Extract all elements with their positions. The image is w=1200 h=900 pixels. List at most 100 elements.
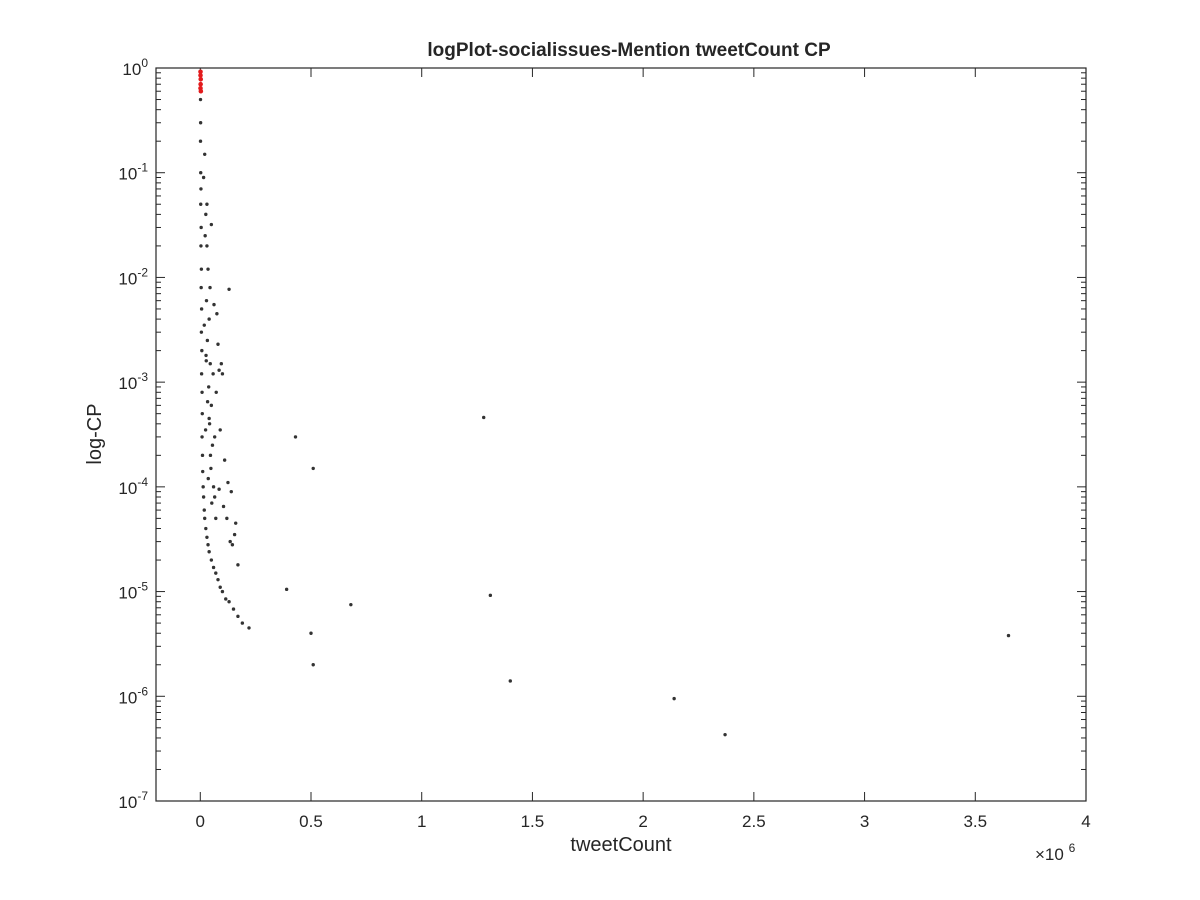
data-point xyxy=(247,626,251,630)
data-point xyxy=(199,330,204,334)
data-point xyxy=(218,585,222,589)
x-tick-label: 0.5 xyxy=(299,812,323,831)
data-point xyxy=(227,600,231,604)
data-point xyxy=(224,597,228,601)
data-point xyxy=(208,285,212,290)
data-point xyxy=(204,212,208,217)
data-point xyxy=(211,372,215,376)
y-tick-label: 10-3 xyxy=(118,370,148,393)
data-point xyxy=(211,565,216,570)
x-tick-label: 2 xyxy=(638,812,647,831)
y-tick-label: 10-6 xyxy=(118,684,148,707)
data-point xyxy=(723,732,727,737)
data-point xyxy=(198,97,203,102)
y-tick-label: 10-2 xyxy=(118,265,148,288)
data-point xyxy=(206,543,210,547)
data-point xyxy=(200,435,204,439)
data-point xyxy=(208,453,213,458)
data-point xyxy=(209,558,214,562)
highlight-data-point xyxy=(198,77,204,82)
x-tick-label: 4 xyxy=(1081,812,1090,831)
data-point xyxy=(212,435,217,439)
data-point xyxy=(203,516,207,521)
data-point xyxy=(207,422,212,426)
y-tick-label: 10-4 xyxy=(118,475,148,498)
data-point xyxy=(218,428,222,432)
data-point xyxy=(214,516,218,521)
data-point xyxy=(216,342,220,346)
data-point xyxy=(240,621,245,625)
data-point xyxy=(199,372,204,376)
data-point xyxy=(284,587,289,592)
data-point xyxy=(209,403,214,408)
data-point xyxy=(1006,633,1011,638)
data-point xyxy=(199,171,203,175)
data-point xyxy=(227,287,231,292)
data-point xyxy=(229,489,233,494)
data-point xyxy=(207,416,211,421)
data-point xyxy=(210,501,214,505)
data-point xyxy=(231,607,236,611)
data-point xyxy=(202,508,206,512)
data-point xyxy=(214,390,218,394)
data-point xyxy=(200,453,205,458)
data-point xyxy=(204,353,208,358)
data-point xyxy=(203,234,207,238)
data-point xyxy=(311,663,315,667)
data-point xyxy=(217,368,221,372)
x-axis-ticks: 0 0.5 1 1.5 2 2.5 3 3.5 4 xyxy=(196,68,1091,831)
data-point xyxy=(293,435,298,439)
data-point xyxy=(203,152,207,156)
data-point xyxy=(225,516,229,521)
data-point xyxy=(220,372,225,376)
data-point xyxy=(220,589,225,594)
data-point xyxy=(205,202,209,206)
x-tick-label: 1.5 xyxy=(521,812,545,831)
highlight-data-point xyxy=(198,81,203,87)
data-point xyxy=(203,428,208,432)
y-tick-label: 10-1 xyxy=(118,161,148,184)
data-point xyxy=(198,121,203,125)
data-point xyxy=(204,298,209,303)
y-tick-label: 100 xyxy=(122,56,148,79)
data-point xyxy=(221,504,226,509)
data-point xyxy=(219,362,224,366)
data-point xyxy=(200,348,204,353)
data-point xyxy=(508,679,512,683)
x-multiplier-exponent: 6 xyxy=(1069,841,1076,855)
data-point xyxy=(214,571,218,575)
data-point xyxy=(228,539,232,544)
data-point xyxy=(207,550,211,554)
data-point xyxy=(215,312,219,316)
data-point xyxy=(207,385,211,389)
data-point xyxy=(222,458,227,462)
x-tick-label: 1 xyxy=(417,812,426,831)
data-point xyxy=(210,443,215,447)
data-point xyxy=(205,244,209,248)
highlight-data-point xyxy=(198,73,203,78)
data-point xyxy=(201,485,205,489)
data-point xyxy=(211,485,216,489)
data-point xyxy=(482,415,486,420)
highlight-data-point xyxy=(198,69,203,75)
data-point xyxy=(349,602,353,607)
highlight-data-point xyxy=(198,88,204,94)
data-point xyxy=(212,495,217,499)
data-point xyxy=(205,535,209,539)
data-point xyxy=(234,521,238,525)
data-point xyxy=(309,631,313,635)
x-axis-label: tweetCount xyxy=(570,834,672,856)
data-point xyxy=(199,202,203,206)
data-point xyxy=(199,267,204,271)
data-point xyxy=(200,390,204,394)
data-point xyxy=(199,225,203,230)
data-point xyxy=(232,532,237,537)
plot-area-frame xyxy=(155,67,1087,802)
data-points-layer xyxy=(198,69,1011,737)
data-point xyxy=(201,495,206,499)
data-point xyxy=(209,466,213,471)
x-tick-label: 2.5 xyxy=(742,812,766,831)
data-point xyxy=(199,285,203,290)
